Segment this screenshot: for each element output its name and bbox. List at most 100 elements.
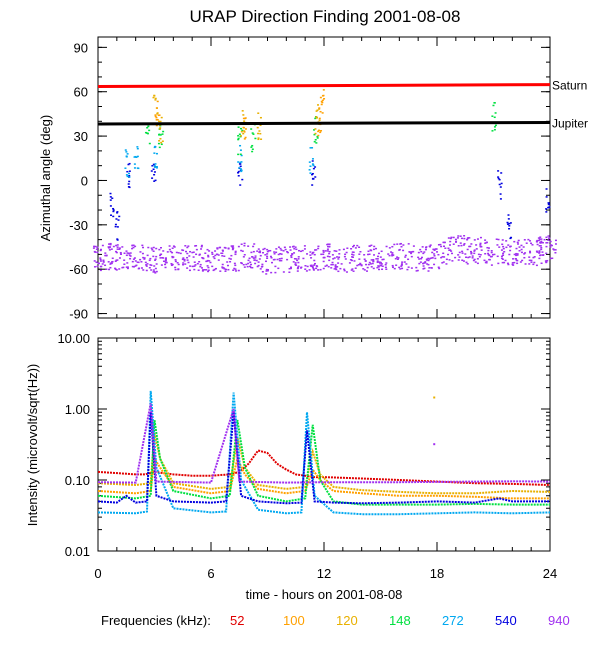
data-point bbox=[237, 137, 240, 140]
data-point bbox=[336, 266, 339, 268]
data-point bbox=[509, 237, 512, 240]
data-point bbox=[475, 244, 478, 246]
data-point bbox=[153, 164, 156, 167]
data-point bbox=[115, 218, 118, 220]
data-point bbox=[312, 164, 315, 167]
data-point bbox=[266, 248, 269, 251]
data-point bbox=[400, 265, 403, 267]
data-point bbox=[320, 253, 323, 256]
data-point bbox=[371, 262, 374, 265]
series-272 bbox=[124, 144, 315, 178]
data-point bbox=[539, 236, 542, 238]
data-point bbox=[239, 135, 242, 138]
data-point bbox=[308, 161, 311, 163]
data-point bbox=[545, 252, 548, 255]
data-point bbox=[521, 259, 524, 262]
data-point bbox=[183, 260, 186, 262]
data-point bbox=[174, 259, 177, 261]
data-point bbox=[515, 247, 518, 250]
data-point bbox=[111, 257, 114, 260]
data-point bbox=[313, 140, 316, 143]
data-point bbox=[315, 116, 318, 118]
data-point bbox=[259, 116, 262, 119]
data-point bbox=[288, 271, 291, 274]
data-point bbox=[377, 265, 380, 267]
data-point bbox=[391, 245, 394, 248]
data-point bbox=[328, 252, 331, 255]
data-point bbox=[154, 179, 157, 182]
azimuth-ticks: 90 60 30 0 -30 -60 -90 bbox=[69, 37, 551, 322]
data-point bbox=[338, 256, 341, 258]
data-point bbox=[214, 254, 217, 257]
data-point bbox=[280, 259, 283, 262]
data-point bbox=[254, 257, 257, 259]
data-point bbox=[312, 167, 315, 170]
data-point bbox=[334, 267, 337, 270]
data-point bbox=[132, 266, 135, 268]
data-point bbox=[222, 267, 225, 269]
data-point bbox=[155, 124, 158, 127]
data-point bbox=[485, 241, 488, 244]
data-point bbox=[108, 249, 111, 251]
data-point bbox=[494, 124, 497, 127]
data-point bbox=[136, 155, 139, 158]
data-point bbox=[257, 112, 260, 114]
data-point bbox=[396, 256, 399, 258]
data-point bbox=[231, 248, 234, 251]
data-point bbox=[500, 255, 503, 258]
data-point bbox=[513, 253, 516, 256]
data-point bbox=[319, 96, 322, 99]
data-point bbox=[237, 126, 240, 128]
data-point bbox=[211, 265, 214, 268]
data-point bbox=[128, 254, 131, 256]
data-point bbox=[359, 262, 362, 265]
data-point bbox=[336, 256, 339, 258]
data-point bbox=[443, 245, 446, 248]
data-point bbox=[127, 183, 130, 185]
data-point bbox=[427, 257, 430, 260]
data-point bbox=[428, 258, 431, 260]
data-point bbox=[250, 128, 253, 130]
data-point bbox=[273, 251, 276, 253]
data-point bbox=[186, 246, 189, 249]
data-point bbox=[360, 264, 363, 266]
reference-line-saturn bbox=[97, 83, 551, 89]
data-point bbox=[532, 256, 535, 259]
data-point bbox=[131, 244, 134, 247]
data-point bbox=[276, 258, 279, 261]
data-point bbox=[511, 263, 514, 266]
data-point bbox=[129, 255, 132, 257]
data-point bbox=[237, 161, 240, 163]
data-point bbox=[242, 256, 245, 258]
series-148 bbox=[144, 102, 497, 156]
data-point bbox=[164, 257, 167, 259]
azimuth-series bbox=[92, 89, 557, 275]
data-point bbox=[104, 254, 107, 257]
data-point bbox=[493, 126, 496, 128]
time-xlabel: time - hours on 2001-08-08 bbox=[246, 587, 403, 602]
data-point bbox=[155, 107, 158, 109]
data-point bbox=[267, 250, 270, 252]
data-point bbox=[224, 247, 227, 249]
data-point bbox=[474, 261, 477, 263]
data-point bbox=[240, 161, 243, 163]
data-point bbox=[254, 262, 257, 265]
frequency-legend: Frequencies (kHz): 52 100 120 148 272 540 940 bbox=[101, 613, 570, 628]
data-point bbox=[260, 138, 263, 140]
data-point bbox=[207, 266, 210, 269]
data-point bbox=[359, 250, 362, 253]
data-point bbox=[240, 169, 243, 172]
data-point bbox=[134, 245, 137, 248]
data-point bbox=[427, 263, 430, 266]
intensity-ticks: 10.00 1.00 0.10 0.01 0 6 12 18 24 bbox=[57, 331, 557, 581]
data-point bbox=[422, 265, 425, 267]
data-point bbox=[118, 215, 121, 218]
data-point bbox=[529, 251, 532, 254]
data-point bbox=[212, 269, 215, 272]
data-point bbox=[195, 244, 198, 247]
data-point bbox=[232, 269, 235, 271]
data-point bbox=[144, 261, 147, 264]
data-point bbox=[315, 267, 318, 270]
data-point bbox=[155, 263, 158, 265]
data-point bbox=[118, 268, 121, 270]
